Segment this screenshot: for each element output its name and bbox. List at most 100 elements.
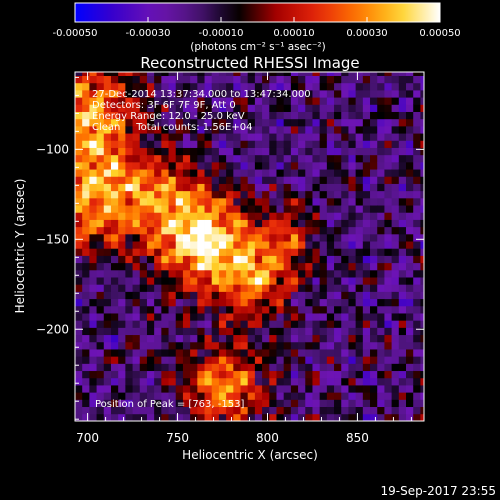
heatmap-cell [154, 72, 162, 76]
heatmap-cell [118, 377, 126, 386]
heatmap-cell [168, 320, 177, 328]
heatmap-cell [197, 269, 205, 278]
heatmap-cell [283, 212, 292, 220]
heatmap-cell [305, 363, 313, 372]
heatmap-cell [362, 125, 371, 134]
heatmap-cell [398, 125, 407, 134]
heatmap-cell [420, 399, 424, 408]
heatmap-cell [326, 190, 335, 199]
heatmap-cell [413, 176, 421, 184]
heatmap-cell [96, 334, 105, 343]
heatmap-cell [132, 356, 141, 364]
heatmap-cell [182, 277, 191, 285]
heatmap-cell [276, 190, 285, 199]
heatmap-cell [103, 176, 112, 184]
heatmap-cell [96, 212, 105, 220]
heatmap-cell [326, 327, 335, 336]
heatmap-cell [290, 161, 299, 170]
heatmap-cell [384, 262, 393, 271]
heatmap-cell [132, 190, 141, 199]
heatmap-cell [204, 212, 213, 220]
heatmap-cell [334, 341, 342, 350]
heatmap-cell [182, 327, 191, 336]
heatmap-cell [139, 72, 148, 76]
heatmap-cell [175, 226, 184, 235]
heatmap-cell [370, 313, 378, 321]
heatmap-cell [305, 406, 313, 415]
heatmap-cell [391, 406, 400, 415]
heatmap-cell [154, 75, 162, 84]
heatmap-cell [334, 183, 342, 192]
heatmap-cell [161, 298, 169, 307]
heatmap-cell [398, 313, 407, 321]
heatmap-cell [146, 356, 155, 364]
heatmap-cell [132, 219, 141, 228]
heatmap-cell [326, 298, 335, 307]
heatmap-cell [204, 298, 213, 307]
heatmap-cell [312, 161, 321, 170]
heatmap-cell [420, 320, 424, 328]
heatmap-cell [197, 111, 205, 120]
heatmap-cell [319, 377, 328, 386]
heatmap-cell [218, 269, 227, 278]
heatmap-cell [118, 291, 126, 300]
heatmap-cell [161, 341, 169, 350]
heatmap-cell [161, 140, 169, 148]
heatmap-cell [168, 233, 177, 242]
heatmap-cell [139, 334, 148, 343]
heatmap-cell [75, 327, 83, 336]
heatmap-cell [370, 97, 378, 105]
heatmap-cell [211, 176, 220, 184]
heatmap-cell [254, 320, 263, 328]
heatmap-cell [391, 104, 400, 112]
heatmap-cell [269, 363, 277, 372]
heatmap-cell [103, 269, 112, 278]
heatmap-cell [96, 176, 105, 184]
heatmap-cell [420, 356, 424, 364]
heatmap-cell [398, 147, 407, 156]
heatmap-cell [218, 161, 227, 170]
heatmap-cell [298, 305, 306, 314]
heatmap-cell [406, 305, 414, 314]
heatmap-cell [89, 125, 97, 134]
heatmap-cell [175, 118, 184, 127]
heatmap-cell [326, 334, 335, 343]
heatmap-cell [240, 399, 249, 408]
heatmap-cell [362, 284, 371, 292]
heatmap-cell [110, 356, 119, 364]
heatmap-cell [348, 183, 357, 192]
heatmap-cell [118, 399, 126, 408]
heatmap-cell [139, 291, 148, 300]
heatmap-cell [175, 190, 184, 199]
x-axis-label: Heliocentric X (arcsec) [182, 448, 318, 462]
heatmap-cell [269, 125, 277, 134]
heatmap-cell [110, 413, 119, 421]
heatmap-cell [283, 89, 292, 98]
heatmap-cell [226, 248, 234, 256]
heatmap-cell [262, 413, 270, 421]
heatmap-cell [89, 320, 97, 328]
heatmap-cell [125, 370, 133, 379]
heatmap-cell [348, 363, 357, 372]
heatmap-cell [146, 305, 155, 314]
heatmap-cell [168, 370, 177, 379]
heatmap-cell [305, 269, 313, 278]
heatmap-cell [75, 248, 83, 256]
heatmap-cell [197, 262, 205, 271]
heatmap-cell [226, 190, 234, 199]
heatmap-cell [103, 241, 112, 249]
heatmap-cell [276, 298, 285, 307]
heatmap-cell [370, 219, 378, 228]
heatmap-cell [312, 291, 321, 300]
heatmap-cell [326, 226, 335, 235]
heatmap-cell [384, 392, 393, 400]
heatmap-cell [334, 370, 342, 379]
heatmap-cell [269, 305, 277, 314]
heatmap-cell [290, 169, 299, 177]
heatmap-cell [341, 377, 349, 386]
heatmap-cell [348, 399, 357, 408]
heatmap-cell [370, 140, 378, 148]
heatmap-cell [398, 212, 407, 220]
heatmap-cell [305, 72, 313, 76]
heatmap-cell [413, 241, 421, 249]
